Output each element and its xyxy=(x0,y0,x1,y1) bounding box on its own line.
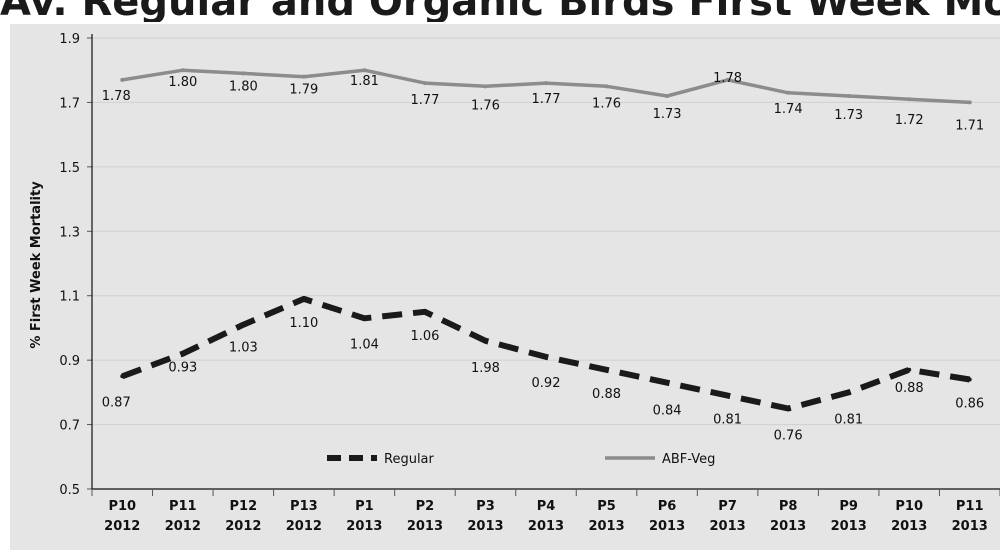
legend: Regular ABF-Veg xyxy=(327,452,715,467)
x-tick-label: P3 2013 xyxy=(467,499,503,534)
data-label: 0.88 xyxy=(592,387,621,402)
data-label: 1.03 xyxy=(229,341,258,356)
data-label: 1.74 xyxy=(774,102,803,117)
data-label: 0.81 xyxy=(834,412,863,427)
data-label: 1.78 xyxy=(713,71,742,86)
x-tick-label: P13 2012 xyxy=(286,499,322,534)
data-point xyxy=(544,81,548,86)
y-axis-label: % First Week Mortality xyxy=(29,181,44,349)
data-point xyxy=(120,77,125,82)
y-tick-label: 1.1 xyxy=(59,290,80,305)
data-point xyxy=(907,367,912,372)
y-tick-label: 1.7 xyxy=(59,96,80,111)
y-tick-label: 1.9 xyxy=(59,32,80,47)
data-point xyxy=(604,367,609,372)
data-label: 1.78 xyxy=(102,89,131,104)
data-label: 0.84 xyxy=(653,404,682,419)
chart-title: Av. Regular and Organic Birds First Week… xyxy=(0,0,1000,22)
data-point xyxy=(786,90,791,95)
data-label: 1.73 xyxy=(834,108,863,123)
data-label: 1.71 xyxy=(955,118,984,133)
data-label: 1.79 xyxy=(289,83,318,98)
data-point xyxy=(180,351,185,356)
data-label: 0.87 xyxy=(102,395,131,410)
legend-label: ABF-Veg xyxy=(662,452,715,467)
data-label: 1.80 xyxy=(168,75,197,90)
data-point xyxy=(846,93,851,98)
data-label: 1.77 xyxy=(410,93,439,108)
data-label: 0.93 xyxy=(168,361,197,376)
data-point xyxy=(120,374,125,379)
data-label: 1.06 xyxy=(410,329,439,344)
data-label: 0.81 xyxy=(713,413,742,428)
data-point xyxy=(301,74,306,79)
data-labels: 0.87 0.93 1.03 1.10 1.04 1.06 1.98 0.92 0.88 0.84… xyxy=(102,71,984,444)
x-tick-label: P4 2013 xyxy=(528,499,564,534)
legend-label: Regular xyxy=(384,452,435,467)
x-tick-label: P6 2013 xyxy=(649,499,685,534)
data-point xyxy=(241,71,246,76)
data-label: 0.86 xyxy=(955,396,984,411)
y-tick-label: 0.9 xyxy=(59,354,80,369)
data-point xyxy=(483,84,488,89)
data-point xyxy=(907,97,912,102)
data-label: 1.73 xyxy=(653,107,682,122)
x-tick-label: P7 2013 xyxy=(710,499,746,534)
x-tick-label: P9 2013 xyxy=(831,499,867,534)
x-tick-label: P1 2013 xyxy=(346,499,382,534)
x-tick-label: P11 2013 xyxy=(952,499,988,534)
data-point xyxy=(362,316,367,321)
data-point xyxy=(967,377,972,382)
y-tick-label: 1.5 xyxy=(59,161,80,176)
data-point xyxy=(665,380,670,385)
data-label: 1.77 xyxy=(532,92,561,107)
data-point xyxy=(422,81,427,86)
data-label: 1.80 xyxy=(229,79,258,94)
data-label: 1.04 xyxy=(350,337,379,352)
data-label: 1.72 xyxy=(895,113,924,128)
data-point xyxy=(241,322,246,327)
data-point xyxy=(362,68,367,73)
x-tick-label: P10 2013 xyxy=(891,499,927,534)
data-label: 1.10 xyxy=(289,316,318,331)
data-point xyxy=(846,390,851,395)
x-tick-label: P5 2013 xyxy=(588,499,624,534)
x-tick-label: P2 2013 xyxy=(407,499,443,534)
axes: 0.5 0.7 0.9 1.1 1.3 1.5 1.7 1.9 P10 2012 P11 2012 P1… xyxy=(59,32,1000,534)
data-label: 0.76 xyxy=(774,428,803,443)
x-tick-label: P11 2012 xyxy=(165,499,201,534)
data-point xyxy=(665,93,670,98)
y-tick-label: 0.5 xyxy=(59,483,80,498)
data-point xyxy=(967,100,972,105)
x-tick-label: P8 2013 xyxy=(770,499,806,534)
x-tick-label: P10 2012 xyxy=(104,499,140,534)
data-label: 1.98 xyxy=(471,361,500,376)
data-point xyxy=(483,338,488,343)
plot-area xyxy=(10,24,1000,550)
data-label: 1.76 xyxy=(592,96,621,111)
data-label: 0.92 xyxy=(532,376,561,391)
data-point xyxy=(180,68,185,73)
data-point xyxy=(725,393,730,398)
grid xyxy=(92,37,1000,426)
data-point xyxy=(301,296,306,301)
data-label: 1.81 xyxy=(350,74,379,89)
data-point xyxy=(544,354,548,359)
data-point xyxy=(604,84,609,89)
data-point xyxy=(725,77,730,82)
data-label: 1.76 xyxy=(471,98,500,113)
data-label: 0.88 xyxy=(895,381,924,396)
x-tick-label: P12 2012 xyxy=(225,499,261,534)
y-tick-label: 0.7 xyxy=(59,419,80,434)
data-point xyxy=(786,406,791,411)
y-tick-label: 1.3 xyxy=(59,225,80,240)
data-point xyxy=(422,309,427,314)
series xyxy=(120,68,972,412)
